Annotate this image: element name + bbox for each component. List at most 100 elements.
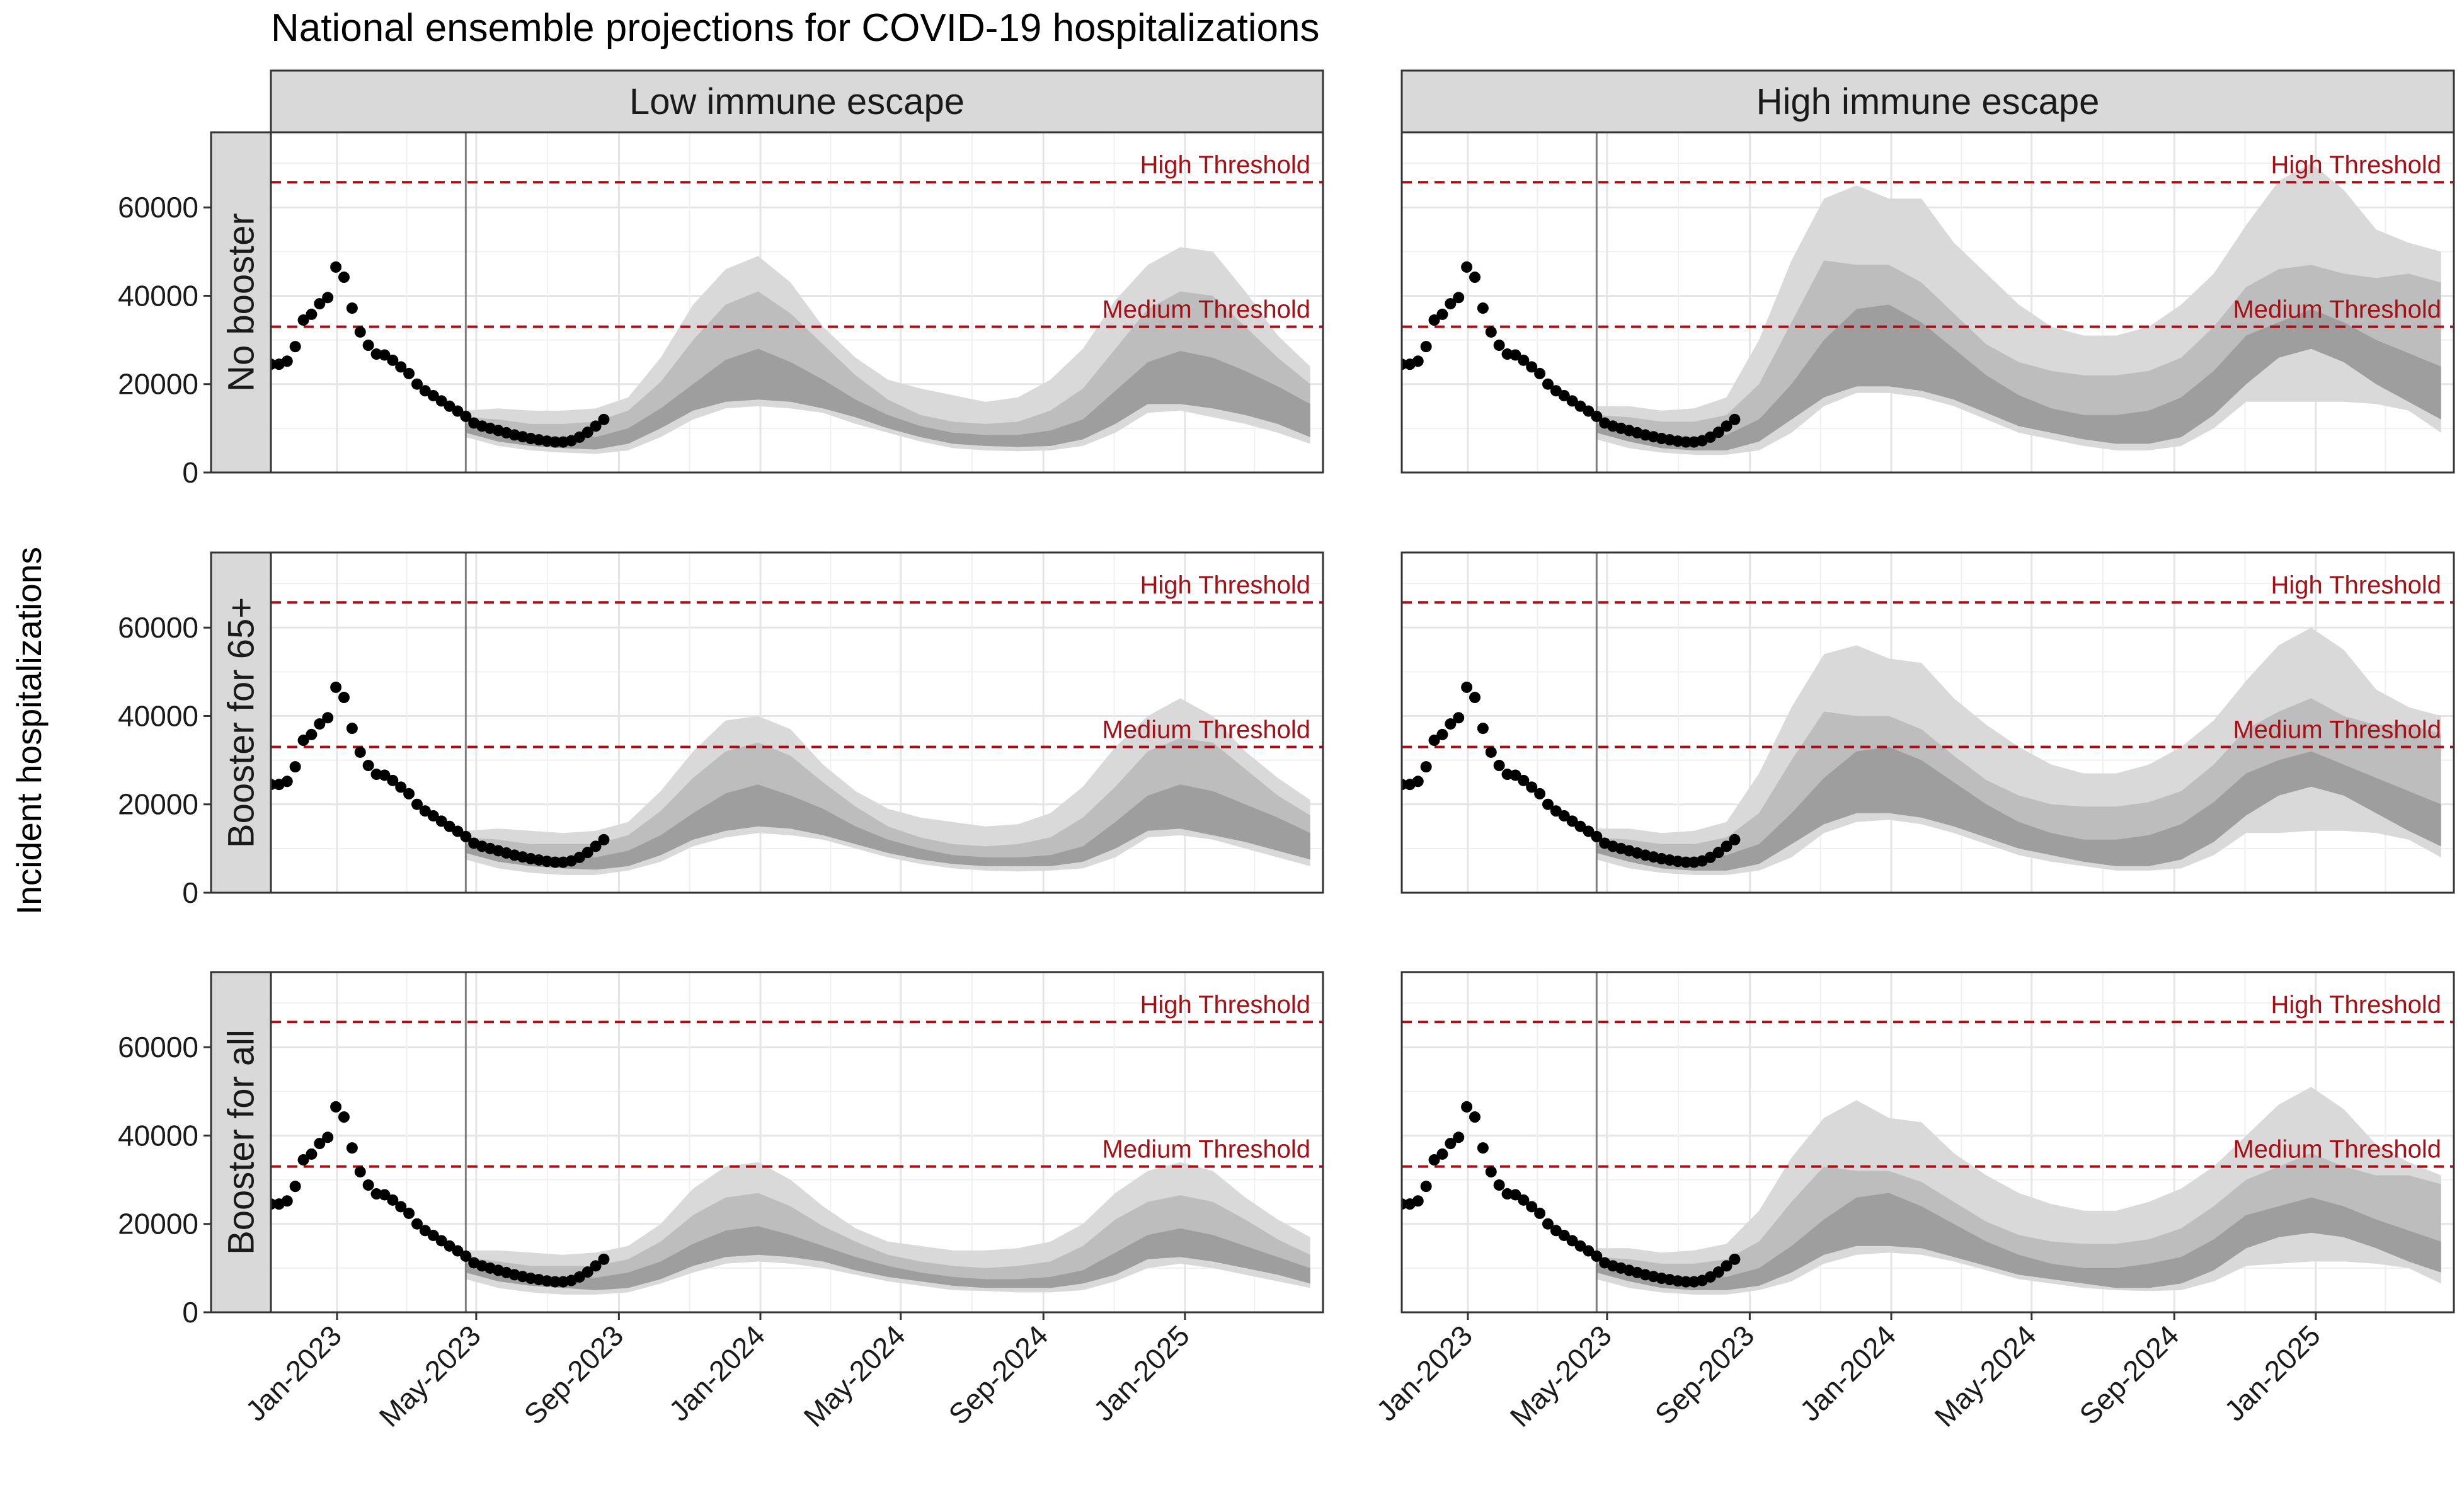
observed-point [306, 1148, 318, 1160]
observed-point [460, 410, 472, 422]
y-tick-label: 20000 [118, 1208, 198, 1240]
y-tick-label: 20000 [118, 788, 198, 821]
x-tick-label: Sep-2023 [1649, 1319, 1761, 1431]
observed-point [411, 1218, 423, 1230]
x-tick-label: Sep-2024 [942, 1319, 1054, 1431]
observed-point [1445, 1138, 1457, 1150]
observed-point [1680, 436, 1692, 448]
observed-point [411, 378, 423, 390]
observed-point [1469, 1111, 1480, 1123]
observed-point [1436, 308, 1448, 320]
observed-point [549, 436, 561, 448]
panel-content: High Threshold Medium Threshold [1402, 553, 2454, 893]
observed-point [411, 798, 423, 810]
y-tick-label: 40000 [118, 1119, 198, 1152]
observed-point [452, 1245, 464, 1257]
observed-point [403, 367, 415, 379]
y-tick-label: 20000 [118, 368, 198, 401]
observed-point [1583, 1245, 1595, 1257]
observed-point [1453, 1131, 1465, 1143]
x-tick-label: Jan-2023 [239, 1319, 348, 1427]
observed-point [581, 847, 593, 859]
x-tick-label: Jan-2025 [1087, 1319, 1196, 1427]
y-tick-label: 0 [182, 456, 198, 489]
threshold-label: Medium Threshold [2233, 1136, 2441, 1164]
row-strip [210, 971, 272, 1314]
observed-point [387, 1194, 399, 1206]
projection-band [1596, 304, 2441, 450]
threshold-label: Medium Threshold [1102, 716, 1310, 744]
observed-point [1412, 355, 1424, 367]
observed-point [1420, 1181, 1432, 1193]
panel-content: High Threshold Medium Threshold [271, 132, 1323, 472]
observed-point [1712, 1266, 1724, 1278]
observed-point [330, 261, 342, 273]
y-tick-label: 40000 [118, 699, 198, 732]
threshold-label: High Threshold [1140, 571, 1310, 599]
observed-point [1436, 728, 1448, 740]
observed-point [1445, 298, 1457, 310]
observed-point [1420, 341, 1432, 353]
observed-point [346, 1142, 358, 1154]
observed-point [590, 1260, 602, 1272]
row-strip [210, 131, 272, 474]
observed-point [1428, 735, 1440, 747]
observed-point [314, 1138, 326, 1150]
observed-point [1518, 1194, 1530, 1206]
x-tick-label: Jan-2023 [1370, 1319, 1479, 1427]
observed-point [1712, 847, 1724, 859]
observed-point [1591, 830, 1603, 842]
x-axes: Jan-2023 May-2023 Sep-2023 Jan-2024 May-2024… [239, 1312, 2327, 1433]
observed-point [435, 395, 447, 407]
panel-content: High Threshold Medium Threshold [271, 553, 1323, 893]
observed-point [1412, 1195, 1424, 1207]
observed-point [1729, 413, 1741, 425]
observed-point [1558, 810, 1570, 822]
observed-point [379, 349, 391, 361]
projection-band [466, 348, 1310, 450]
y-axes: 0 20000 40000 60000 0 20000 40000 60000 0 20000 40… [118, 191, 211, 1329]
threshold-label: High Threshold [2271, 571, 2441, 599]
observed-point [1518, 354, 1530, 366]
chart-title: National ensemble projections for COVID-… [271, 6, 1320, 50]
x-tick-label: May-2023 [1504, 1319, 1618, 1433]
observed-point [1428, 314, 1440, 326]
y-axis-label: Incident hospitalizations [9, 547, 49, 915]
observed-point [1469, 272, 1480, 284]
observed-point [549, 856, 561, 868]
row-strip-label: No booster [221, 213, 262, 392]
observed-point [338, 692, 350, 704]
observed-point [460, 830, 472, 842]
observed-point [1461, 261, 1473, 273]
x-tick-label: May-2024 [797, 1319, 911, 1433]
observed-point [427, 1229, 439, 1241]
projection-band [466, 1226, 1310, 1290]
observed-point [395, 1201, 407, 1213]
observed-point [1485, 746, 1497, 758]
observed-point [281, 355, 293, 367]
observed-point [1583, 825, 1595, 837]
observed-point [581, 427, 593, 438]
observed-point [1518, 774, 1530, 786]
x-tick-label: Jan-2024 [1794, 1319, 1902, 1427]
panel-border [1400, 971, 2455, 1314]
projection-band [466, 784, 1310, 870]
observed-point [1534, 788, 1546, 799]
threshold-label: Medium Threshold [2233, 716, 2441, 744]
observed-point [1485, 1166, 1497, 1177]
observed-point [1526, 781, 1538, 793]
observed-point [1493, 760, 1505, 772]
observed-point [297, 314, 309, 326]
observed-point [1591, 1250, 1603, 1262]
x-tick-label: Sep-2023 [518, 1319, 630, 1431]
observed-point [1493, 340, 1505, 352]
observed-point [1469, 692, 1480, 704]
observed-point [1526, 361, 1538, 373]
threshold-label: High Threshold [1140, 151, 1310, 179]
observed-point [1436, 1148, 1448, 1160]
panel: High Threshold Medium Threshold [270, 131, 1324, 474]
observed-point [1542, 1218, 1554, 1230]
column-strips: Low immune escape High immune escape [270, 69, 2455, 134]
panel-content: High Threshold Medium Threshold [1402, 132, 2454, 472]
row-strip-label: Booster for 65+ [221, 597, 262, 848]
